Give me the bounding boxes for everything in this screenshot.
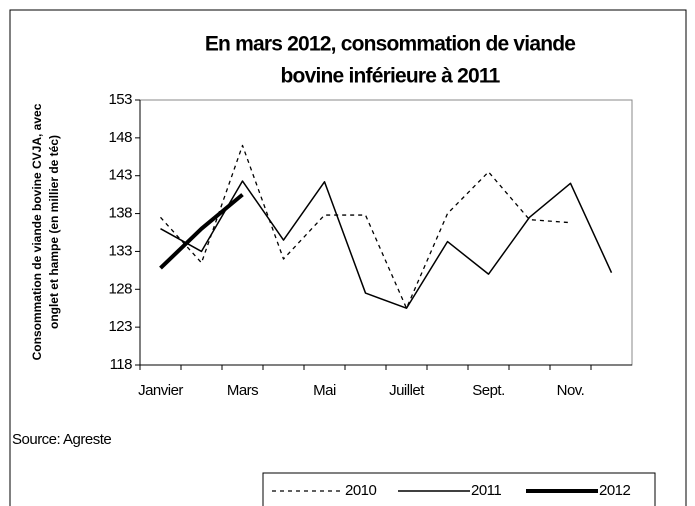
x-tick-label: Mars [227,382,258,399]
y-tick-label: 153 [108,91,132,108]
y-tick-label: 143 [108,167,132,184]
y-tick-label: 148 [108,129,132,146]
y-tick-label: 133 [108,242,132,259]
y-axis-label: onglet et hampe (en millier de téc) [47,135,61,329]
x-tick-label: Nov. [557,382,585,399]
y-tick-label: 138 [108,205,132,222]
chart-border [9,9,687,506]
legend-label: 2012 [599,482,631,499]
y-axis-label: Consommation de viande bovine CVJA, avec [30,103,44,360]
legend-label: 2010 [345,482,377,499]
y-tick-label: 118 [110,356,133,373]
legend-label: 2011 [471,482,501,499]
x-tick-label: Juillet [389,382,425,399]
chart-title: En mars 2012, consommation de viande [205,33,575,56]
y-tick-label: 123 [108,318,132,335]
x-tick-label: Janvier [138,382,183,399]
y-tick-label: 128 [108,280,132,297]
x-tick-label: Sept. [472,382,505,399]
source: Source: Agreste [12,431,111,448]
series-line [160,144,571,309]
chart-title: bovine inférieure à 2011 [281,65,501,88]
x-tick-label: Mai [313,382,336,399]
series-line [159,193,244,270]
series-line [160,180,613,309]
